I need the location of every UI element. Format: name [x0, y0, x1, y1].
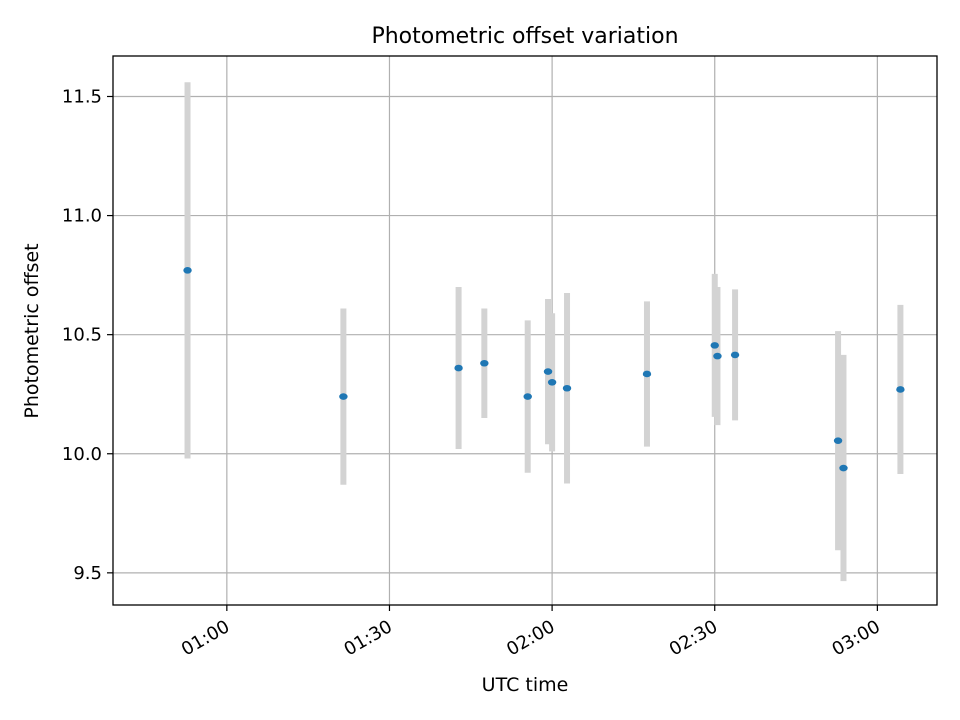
- data-point: [730, 351, 740, 359]
- data-point: [480, 359, 489, 367]
- plot-frame: [112, 55, 938, 606]
- y-axis-label: Photometric offset: [21, 243, 43, 418]
- data-point: [839, 464, 848, 472]
- data-point: [713, 352, 722, 360]
- data-point: [543, 368, 553, 375]
- y-tick-label: 10.0: [62, 444, 102, 465]
- data-point: [523, 393, 532, 400]
- data-point: [710, 342, 719, 349]
- y-axis-ticks: 9.5 10.0 10.5 11.0 11.5: [62, 86, 113, 584]
- y-tick-label: 9.5: [73, 563, 102, 584]
- chart-title: Photometric offset variation: [371, 24, 678, 49]
- data-point: [547, 379, 557, 386]
- data-point: [454, 364, 463, 372]
- y-tick-label: 11.5: [62, 86, 102, 107]
- data-point: [642, 370, 652, 378]
- y-tick-label: 11.0: [62, 206, 102, 227]
- data-point: [183, 267, 192, 274]
- grid: [113, 56, 937, 605]
- data-points: [183, 267, 905, 472]
- data-point: [833, 437, 843, 444]
- data-point: [896, 386, 905, 393]
- data-point: [339, 393, 348, 400]
- data-point: [562, 384, 572, 392]
- x-axis-label: UTC time: [482, 674, 569, 696]
- y-tick-label: 10.5: [62, 325, 102, 346]
